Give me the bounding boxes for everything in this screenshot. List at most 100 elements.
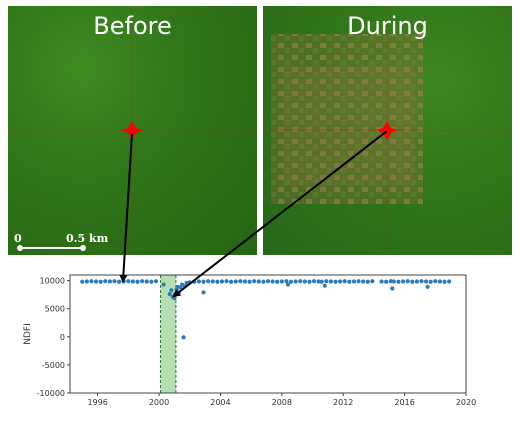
data-point (242, 279, 248, 284)
data-point (219, 279, 225, 284)
data-point (298, 279, 303, 284)
data-point (275, 279, 280, 284)
y-tick-label: 5000 (45, 305, 65, 314)
highlight-span (160, 275, 176, 393)
data-point (316, 279, 321, 284)
y-tick-label: 10000 (40, 277, 65, 286)
data-point (288, 279, 294, 284)
disturbance-area (271, 34, 423, 204)
data-point (80, 279, 85, 284)
data-point (161, 282, 166, 287)
data-point (206, 279, 211, 284)
x-tick-label: 2000 (149, 398, 169, 407)
data-point (201, 279, 206, 284)
data-point (370, 279, 375, 284)
data-point (361, 279, 366, 284)
data-point (442, 279, 447, 284)
data-point (428, 279, 433, 284)
data-point (311, 279, 317, 284)
data-point (284, 279, 289, 284)
x-tick-label: 1996 (87, 398, 107, 407)
x-tick-label: 2008 (272, 398, 292, 407)
data-point (247, 279, 252, 284)
data-point (419, 279, 424, 284)
before-title: Before (93, 12, 172, 40)
data-point (167, 292, 172, 297)
before-marker (121, 121, 143, 140)
data-point (140, 279, 145, 284)
data-point (390, 286, 395, 291)
during-image-panel: During (263, 6, 512, 255)
data-point (210, 279, 215, 284)
data-point (338, 279, 343, 284)
data-point (107, 279, 113, 284)
data-point (89, 279, 94, 284)
plot-frame (69, 274, 467, 394)
data-point (322, 283, 327, 288)
y-tick-label: -5000 (42, 361, 65, 370)
data-point (425, 284, 430, 289)
data-point (112, 279, 117, 284)
data-point (233, 279, 238, 284)
data-point (433, 279, 438, 284)
data-point (229, 279, 234, 284)
y-tick-label: -10000 (37, 389, 65, 398)
scale-end-label: 0.5 km (66, 232, 109, 245)
data-point (410, 279, 415, 284)
data-point (256, 279, 261, 284)
scale-start-label: 0 (14, 232, 22, 245)
data-point (196, 279, 202, 284)
x-tick-label: 2016 (394, 398, 414, 407)
data-point (391, 279, 396, 284)
before-image (8, 6, 257, 255)
data-point (347, 279, 352, 284)
data-point (356, 279, 361, 284)
data-point (135, 279, 140, 284)
scale-bar (17, 245, 86, 251)
data-point (333, 279, 338, 284)
x-tick-label: 2004 (210, 398, 230, 407)
data-point (181, 335, 186, 340)
data-point (405, 279, 410, 284)
data-point (396, 279, 401, 284)
data-point (307, 279, 312, 284)
during-image (263, 6, 512, 255)
data-point (293, 279, 298, 284)
y-axis-label: NDFI (23, 323, 33, 345)
data-point (103, 279, 108, 284)
ndfi-chart: 1996 2000 2004 2008 2012 2016 2020 10000 5000 0 -5… (0, 258, 519, 418)
data-point (400, 279, 406, 284)
data-point (414, 279, 419, 284)
data-point (201, 290, 206, 295)
data-point (279, 279, 284, 284)
data-point (384, 279, 389, 284)
data-point (319, 279, 324, 284)
data-point (351, 279, 357, 284)
before-arrow (119, 133, 133, 283)
data-point (324, 279, 329, 284)
data-point (328, 279, 334, 284)
data-point (130, 279, 136, 284)
data-point (423, 279, 429, 284)
data-point (388, 279, 393, 284)
data-point (98, 279, 103, 284)
data-point (238, 279, 243, 284)
y-tick-label: 0 (60, 333, 65, 342)
data-point (224, 279, 229, 284)
ndfi-chart-svg: 1996 2000 2004 2008 2012 2016 2020 10000 5000 0 -5… (23, 274, 476, 407)
data-point (179, 282, 185, 287)
data-point (342, 279, 347, 284)
data-point (144, 279, 149, 284)
data-point (365, 279, 370, 284)
data-point (270, 279, 275, 284)
data-point (169, 288, 174, 293)
data-point (215, 279, 220, 284)
x-tick-label: 2012 (333, 398, 353, 407)
data-point (265, 279, 271, 284)
during-marker (376, 121, 398, 140)
data-point (252, 279, 257, 284)
x-tick-label: 2020 (456, 398, 476, 407)
data-point (149, 279, 154, 284)
data-point (302, 279, 307, 284)
data-point (261, 279, 266, 284)
